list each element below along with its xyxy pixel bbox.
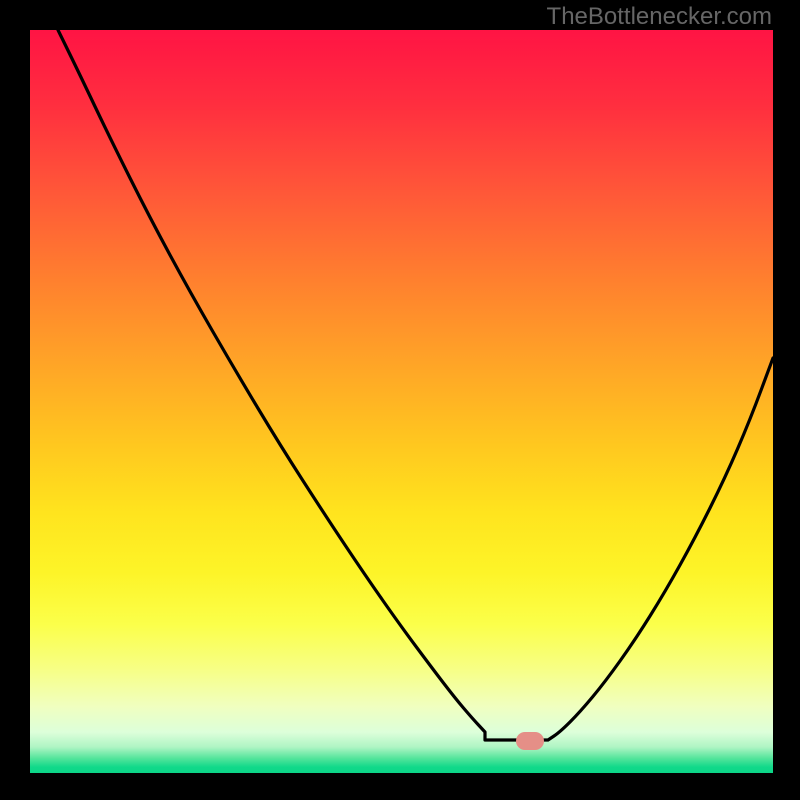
chart-container: TheBottlenecker.com — [0, 0, 800, 800]
watermark-text: TheBottlenecker.com — [547, 3, 772, 31]
plot-gradient-background — [30, 30, 773, 773]
optimal-marker — [516, 732, 544, 750]
